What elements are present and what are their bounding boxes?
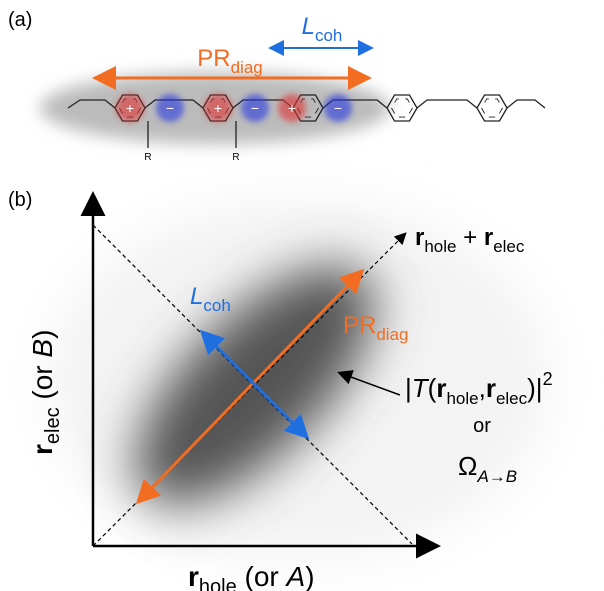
panel-label: (a) <box>8 9 32 31</box>
l-coh-label: Lcoh <box>302 13 343 45</box>
or-text: or <box>473 415 491 437</box>
inner-bonds <box>392 99 413 117</box>
charge-sign: + <box>214 100 222 116</box>
charge-sign: − <box>251 100 259 116</box>
charge-sign: − <box>334 100 342 116</box>
figure: (a) +−+−+− R R PRdiag Lcoh (b) rhole + r… <box>0 0 604 591</box>
charge-sign: + <box>288 100 296 116</box>
formula: |T(rhole,relec)|2 <box>405 369 553 408</box>
vinylene <box>417 100 477 108</box>
panel-label: (b) <box>8 189 32 211</box>
x-axis-label: rhole (or A) <box>188 561 315 591</box>
substituent: R <box>144 152 151 163</box>
charge-sign: + <box>126 100 134 116</box>
substituent: R <box>232 152 239 163</box>
vinylene <box>507 100 545 108</box>
inner-bonds <box>482 99 503 117</box>
charge-sign: − <box>166 100 174 116</box>
